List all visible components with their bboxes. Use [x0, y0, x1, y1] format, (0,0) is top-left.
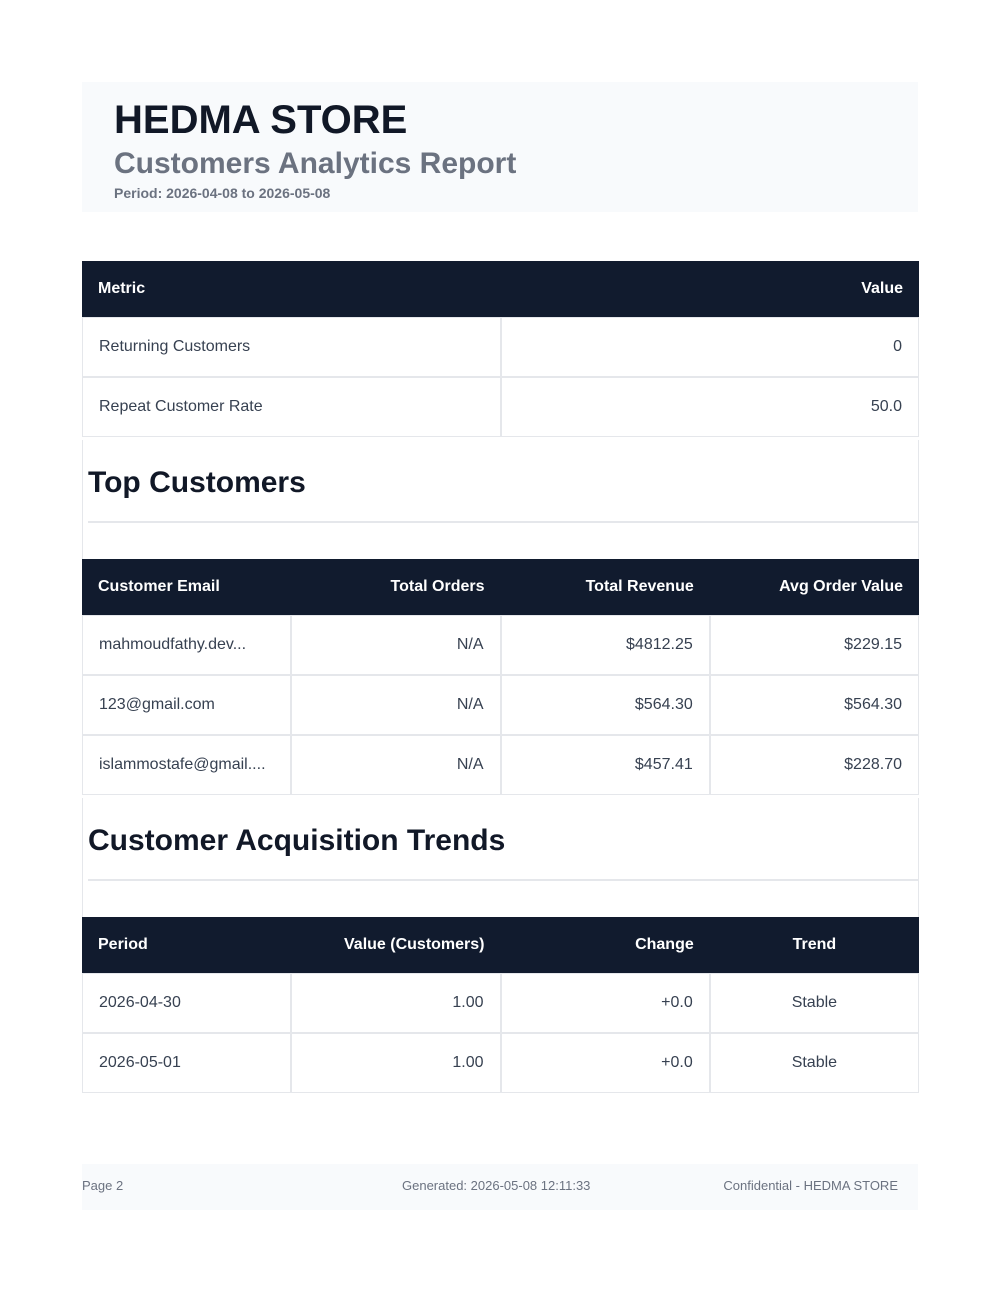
- table-row: 2026-05-01 1.00 +0.0 Stable: [82, 1033, 919, 1093]
- metrics-table: Metric Value Returning Customers 0 Repea…: [82, 261, 919, 437]
- total-orders: N/A: [291, 735, 501, 795]
- acquisition-trends-table: Period Value (Customers) Change Trend 20…: [82, 917, 919, 1093]
- top-customers-heading-block: Top Customers: [82, 440, 919, 559]
- metric-value: 50.0: [500, 377, 919, 437]
- column-header-change: Change: [500, 917, 710, 973]
- column-header-trend: Trend: [709, 917, 919, 973]
- generated-timestamp: Generated: 2026-05-08 12:11:33: [402, 1178, 591, 1193]
- section-heading: Top Customers: [88, 466, 306, 499]
- table-row: Returning Customers 0: [82, 317, 919, 377]
- total-revenue: $457.41: [500, 735, 710, 795]
- change-cell: +0.0: [500, 1033, 710, 1093]
- column-header-period: Period: [82, 917, 292, 973]
- column-header-revenue: Total Revenue: [500, 559, 710, 615]
- total-orders: N/A: [291, 615, 501, 675]
- table-row: Repeat Customer Rate 50.0: [82, 377, 919, 437]
- column-header-orders: Total Orders: [291, 559, 501, 615]
- table-row: 2026-04-30 1.00 +0.0 Stable: [82, 973, 919, 1033]
- top-customers-table-section: Customer Email Total Orders Total Revenu…: [82, 559, 919, 795]
- section-heading: Customer Acquisition Trends: [88, 824, 506, 857]
- customer-email: 123@gmail.com: [82, 675, 292, 735]
- report-period: Period: 2026-04-08 to 2026-05-08: [114, 185, 331, 201]
- section-divider: [88, 879, 918, 881]
- table-row: 123@gmail.com N/A $564.30 $564.30: [82, 675, 919, 735]
- customer-email: mahmoudfathy.dev...: [82, 615, 292, 675]
- trend-cell: Stable: [709, 1033, 919, 1093]
- table-row: islammostafe@gmail.... N/A $457.41 $228.…: [82, 735, 919, 795]
- column-header-metric: Metric: [82, 261, 501, 317]
- metric-value: 0: [500, 317, 919, 377]
- report-title: Customers Analytics Report: [114, 147, 517, 180]
- customer-email: islammostafe@gmail....: [82, 735, 292, 795]
- table-row: mahmoudfathy.dev... N/A $4812.25 $229.15: [82, 615, 919, 675]
- metric-name: Returning Customers: [82, 317, 501, 377]
- total-revenue: $564.30: [500, 675, 710, 735]
- avg-order-value: $229.15: [709, 615, 919, 675]
- store-name: HEDMA STORE: [114, 98, 408, 142]
- avg-order-value: $228.70: [709, 735, 919, 795]
- acquisition-trends-table-section: Period Value (Customers) Change Trend 20…: [82, 917, 919, 1093]
- confidential-notice: Confidential - HEDMA STORE: [723, 1178, 898, 1193]
- acquisition-trends-heading-block: Customer Acquisition Trends: [82, 798, 919, 917]
- total-orders: N/A: [291, 675, 501, 735]
- value-cell: 1.00: [291, 973, 501, 1033]
- metrics-table-section: Metric Value Returning Customers 0 Repea…: [82, 261, 919, 437]
- column-header-value-customers: Value (Customers): [291, 917, 501, 973]
- value-cell: 1.00: [291, 1033, 501, 1093]
- change-cell: +0.0: [500, 973, 710, 1033]
- top-customers-table: Customer Email Total Orders Total Revenu…: [82, 559, 919, 795]
- period-cell: 2026-04-30: [82, 973, 292, 1033]
- column-header-value: Value: [500, 261, 919, 317]
- period-cell: 2026-05-01: [82, 1033, 292, 1093]
- trend-cell: Stable: [709, 973, 919, 1033]
- total-revenue: $4812.25: [500, 615, 710, 675]
- metric-name: Repeat Customer Rate: [82, 377, 501, 437]
- report-header: HEDMA STORE Customers Analytics Report P…: [82, 82, 918, 212]
- page-number: Page 2: [82, 1178, 124, 1193]
- column-header-aov: Avg Order Value: [709, 559, 919, 615]
- column-header-email: Customer Email: [82, 559, 292, 615]
- avg-order-value: $564.30: [709, 675, 919, 735]
- section-divider: [88, 521, 918, 523]
- page-footer: Page 2 Generated: 2026-05-08 12:11:33 Co…: [82, 1164, 918, 1210]
